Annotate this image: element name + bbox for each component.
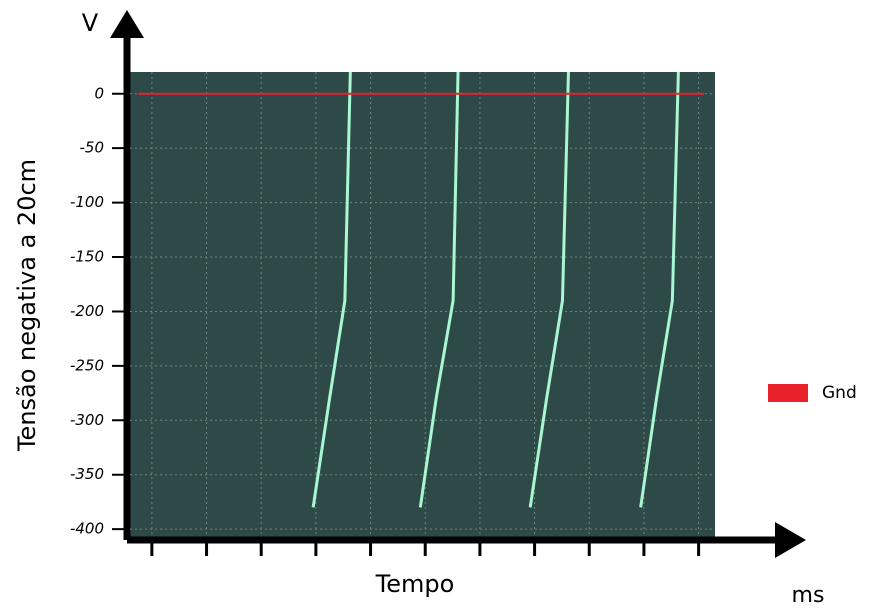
x-axis-label: Tempo bbox=[375, 570, 455, 598]
y-tick-label: -100 bbox=[70, 193, 104, 211]
y-tick-label: 0 bbox=[94, 84, 104, 102]
series-line bbox=[311, 72, 680, 508]
y-tick-label: -300 bbox=[70, 411, 104, 429]
x-axis-unit: ms bbox=[792, 583, 825, 608]
y-tick-label: -150 bbox=[70, 248, 104, 266]
y-axis-arrow bbox=[110, 10, 144, 38]
legend-label: Gnd bbox=[822, 383, 857, 403]
legend-swatch bbox=[768, 384, 808, 402]
y-tick-label: -400 bbox=[70, 520, 104, 538]
plot-background bbox=[130, 72, 715, 540]
y-axis-label: Tensão negativa a 20cm bbox=[13, 159, 41, 452]
y-tick-label: -350 bbox=[70, 465, 104, 483]
y-tick-label: -200 bbox=[70, 302, 104, 320]
y-tick-label: -250 bbox=[70, 356, 104, 374]
x-axis-arrow bbox=[775, 522, 806, 558]
y-axis-symbol: V bbox=[82, 9, 99, 37]
y-tick-label: -50 bbox=[80, 139, 105, 157]
